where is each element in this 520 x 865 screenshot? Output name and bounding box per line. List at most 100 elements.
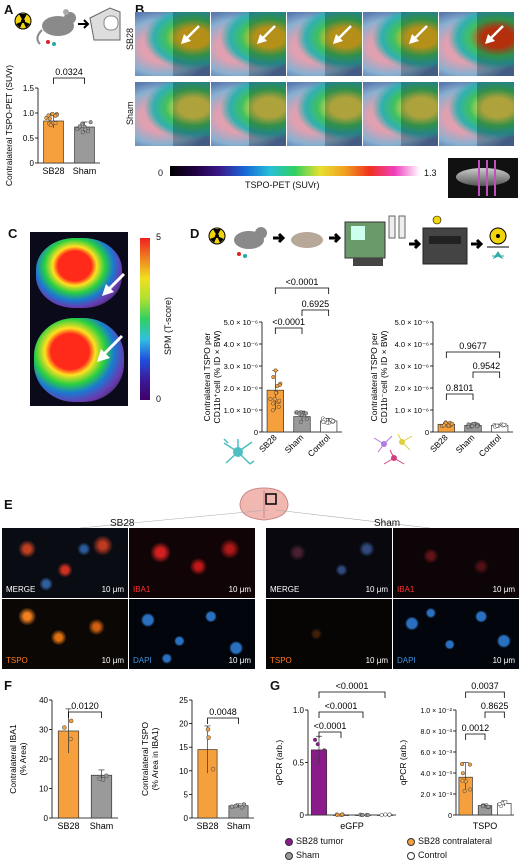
data-point (44, 115, 49, 120)
p-value: <0.0001 (314, 721, 347, 731)
legend-label-sham: Sham (296, 850, 320, 860)
pet-dark-overlay (173, 12, 210, 76)
y-tick-label: 1.0 × 10⁻⁶ (224, 406, 258, 415)
panel-e-group-label-sb28: SB28 (110, 518, 135, 529)
data-point (460, 771, 465, 776)
legend-swatch-sb28-tumor (285, 837, 293, 846)
e-sham-merge: MERGE 10 μm (266, 528, 392, 598)
pet-dark-overlay (325, 12, 362, 76)
y-tick-label: 0 (254, 428, 258, 437)
pet-image-sham (287, 82, 362, 146)
panel-c-colorbar-label: SPM (T-score) (163, 296, 173, 355)
y-tick-label: 1.0 (293, 706, 305, 715)
y-tick-label: 2.0 × 10⁻⁶ (224, 384, 258, 393)
y-tick-label: 3.0 × 10⁻⁶ (224, 362, 258, 371)
panel-b-colorbar-max: 1.3 (424, 168, 437, 178)
e-sham-dapi: DAPI 10 μm (393, 599, 519, 669)
data-point (494, 423, 499, 428)
data-point (50, 111, 55, 116)
y-tick-label: 2.0 × 10⁻³ (420, 792, 452, 799)
data-point (387, 812, 392, 817)
e-sham-merge-scale: 10 μm (365, 585, 388, 594)
e-sb28-tspo-scale: 10 μm (101, 656, 124, 665)
panel-b-row-label-sham: Sham (125, 101, 135, 125)
y-axis-label: Contralateral IBA1 (8, 724, 18, 794)
p-value: 0.8625 (481, 701, 509, 711)
pet-arrow-icon (181, 25, 200, 44)
legend-item-sb28-contralateral: SB28 contralateral (407, 836, 492, 846)
data-point (210, 767, 216, 772)
y-axis-label: Contralateral TSPO per (369, 333, 379, 422)
x-tick-label: SB28 (257, 432, 279, 454)
y-tick-label: 5.0 × 10⁻⁶ (224, 318, 258, 327)
data-point (501, 422, 506, 427)
e-sb28-iba1-scale: 10 μm (228, 585, 251, 594)
y-axis-label: Contralateral TSPO (140, 722, 150, 796)
pet-arrow-icon (257, 25, 276, 44)
data-point (271, 401, 276, 406)
pet-dark-overlay (401, 82, 438, 146)
legend-item-sham: Sham (285, 850, 320, 860)
p-value: <0.0001 (286, 277, 319, 287)
e-sb28-merge-label: MERGE (6, 585, 36, 594)
y-tick-label: 3.0 × 10⁻⁶ (395, 362, 429, 371)
pet-arrow-icon (485, 25, 504, 44)
bar (90, 774, 113, 819)
e-sb28-merge: MERGE 10 μm (2, 528, 128, 598)
legend-label-sb28-tumor: SB28 tumor (296, 836, 344, 846)
pet-image-sham (439, 82, 514, 146)
p-value: 0.9677 (459, 341, 487, 351)
y-tick-label: 15 (179, 743, 188, 752)
pet-dark-overlay (249, 82, 286, 146)
data-point (270, 408, 276, 413)
y-tick-label: 4.0 × 10⁻³ (420, 771, 452, 778)
legend-item-control: Control (407, 850, 447, 860)
data-point (273, 390, 278, 395)
panel-b-letter: B (135, 2, 145, 17)
pet-image-sb28 (211, 12, 286, 76)
p-value: <0.0001 (272, 317, 305, 327)
panel-e-letter: E (4, 497, 13, 512)
data-point (275, 384, 280, 389)
data-point (497, 801, 502, 807)
x-tick-label: Sham (73, 166, 97, 176)
panel-a-illustration (14, 7, 121, 46)
data-point (486, 804, 491, 809)
e-sham-dapi-label: DAPI (397, 656, 416, 665)
y-tick-label: 0 (425, 428, 429, 437)
y-tick-label: 1.0 (23, 109, 35, 118)
e-sb28-tspo: TSPO 10 μm (2, 599, 128, 669)
data-point (315, 742, 320, 747)
data-point (239, 805, 245, 810)
x-tick-label: SB28 (57, 821, 79, 831)
significance-bracket (68, 711, 102, 718)
y-tick-label: 0.5 (293, 759, 305, 768)
pet-dark-overlay (249, 12, 286, 76)
y-axis-label: CD11b⁺cell (% ID × BW) (212, 330, 222, 423)
panel-a-letter: A (4, 2, 14, 17)
data-point (298, 419, 303, 424)
panel-d-microglia-icon (223, 438, 255, 465)
data-point (459, 762, 465, 767)
significance-bracket (465, 733, 486, 740)
panel-f-chart-iba1: 0 10 20 30 40 Contralateral IBA1 (% Area) SB28 S… (8, 696, 118, 831)
panel-g-legend: SB28 tumor SB28 contralateral Sham Contr… (285, 836, 519, 864)
panel-f-letter: F (4, 678, 12, 693)
pet-arrow-icon (409, 25, 428, 44)
data-point (314, 755, 319, 760)
panel-b-colorbar-min: 0 (158, 168, 164, 178)
pet-dark-overlay (173, 82, 210, 146)
pet-image-sb28 (439, 12, 514, 76)
data-point (468, 787, 473, 792)
e-sham-iba1-scale: 10 μm (492, 585, 515, 594)
significance-bracket (318, 691, 386, 698)
pet-image-grid (135, 12, 515, 146)
data-point (330, 419, 335, 424)
pet-image-sb28 (135, 12, 210, 76)
data-point (449, 421, 455, 426)
panel-d-letter: D (190, 226, 200, 241)
y-tick-label: 25 (179, 696, 188, 705)
data-point (314, 761, 319, 766)
data-point (46, 113, 51, 118)
data-point (442, 423, 447, 428)
